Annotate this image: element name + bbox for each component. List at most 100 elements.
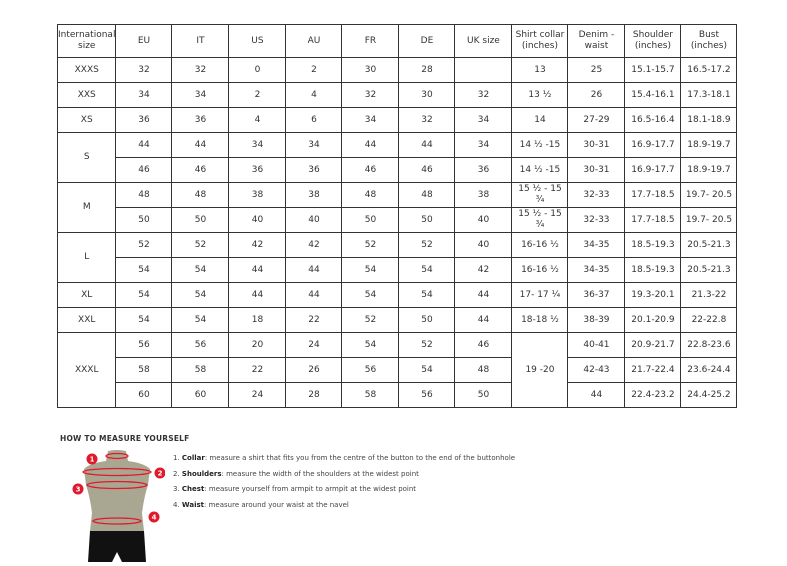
- table-cell: 16.9-17.7: [624, 132, 682, 158]
- table-row: XL 54 54 44 44 54 54 44 17- 17 ¼ 36-37 19.3-20.1 21…: [56, 282, 738, 308]
- table-cell: 52: [398, 332, 456, 358]
- table-cell: 34-35: [567, 232, 626, 258]
- column-header: FR: [341, 24, 400, 58]
- table-cell: 32-33: [567, 207, 626, 233]
- table-cell: 50: [341, 207, 400, 233]
- table-cell: 4: [228, 107, 287, 133]
- table-cell: 30-31: [567, 132, 626, 158]
- table-cell: 22.4-23.2: [624, 382, 682, 408]
- table-cell: 56: [171, 332, 230, 358]
- table-cell: 16.9-17.7: [624, 157, 682, 183]
- table-row: XS 36 36 4 6 34 32 34 14 27-29 16.5-16.4 18.1-18.9: [56, 107, 738, 133]
- table-cell: 52: [115, 232, 173, 258]
- table-cell: 38: [228, 182, 287, 208]
- table-cell: 52: [398, 232, 456, 258]
- table-cell: 40: [454, 232, 513, 258]
- table-cell: 44: [285, 257, 343, 283]
- table-cell: 23.6-24.4: [680, 357, 738, 383]
- international-size-cell: XXS: [56, 82, 117, 108]
- step-waist: 4. Waist: measure around your waist at t…: [173, 501, 349, 510]
- table-cell: 34-35: [567, 257, 626, 283]
- table-cell: 32-33: [567, 182, 626, 208]
- table-row: 46 46 36 36 46 46 36 14 ½ -15 30-31 16.9-17.7 18.9…: [58, 157, 738, 183]
- table-cell: 42: [285, 232, 343, 258]
- table-cell: 50: [454, 382, 513, 408]
- svg-text:2: 2: [158, 470, 163, 478]
- table-cell: 54: [171, 282, 230, 308]
- column-header: Denim - waist: [567, 24, 626, 58]
- table-cell: 20: [228, 332, 287, 358]
- measure-steps-list: 1. Collar: measure a shirt that fits you…: [173, 451, 515, 514]
- size-chart-table: International size EU IT US AU FR DE UK size Shi…: [56, 24, 738, 408]
- table-cell: 25: [567, 57, 626, 83]
- table-cell: 21.3-22: [680, 282, 738, 308]
- table-cell: 40: [454, 207, 513, 233]
- table-cell: 20.5-21.3: [680, 232, 738, 258]
- table-cell: 40-41: [567, 332, 626, 358]
- table-cell: 26: [285, 357, 343, 383]
- table-cell: 2: [285, 57, 343, 83]
- column-header: Shirt collar (inches): [511, 24, 569, 58]
- table-cell: 46: [454, 332, 513, 358]
- table-cell: 54: [398, 282, 456, 308]
- table-cell: 36: [454, 157, 513, 183]
- table-cell: 60: [171, 382, 230, 408]
- table-cell: 38-39: [567, 307, 626, 333]
- column-header: EU: [115, 24, 173, 58]
- table-cell: 36-37: [567, 282, 626, 308]
- table-cell: 56: [341, 357, 400, 383]
- table-cell: 28: [285, 382, 343, 408]
- table-cell: 18.9-19.7: [680, 132, 738, 158]
- marker-1-icon: [86, 453, 98, 465]
- column-header: UK size: [454, 24, 513, 58]
- table-cell: 34: [228, 132, 287, 158]
- international-size-cell: XS: [56, 107, 117, 133]
- table-cell: 36: [171, 107, 230, 133]
- table-row: XXL 54 54 18 22 52 50 44 18-18 ½ 38-39 20.1-20.9 22…: [56, 307, 738, 333]
- table-cell: 21.7-22.4: [624, 357, 682, 383]
- table-cell: 58: [341, 382, 400, 408]
- table-cell: 58: [171, 357, 230, 383]
- table-cell: 48: [398, 182, 456, 208]
- table-cell: 36: [285, 157, 343, 183]
- table-cell: 44: [398, 132, 456, 158]
- shorts-shape: [88, 531, 146, 562]
- table-cell: 52: [341, 307, 400, 333]
- table-cell: 44: [115, 132, 173, 158]
- table-cell: 18.1-18.9: [680, 107, 738, 133]
- table-cell: 38: [454, 182, 513, 208]
- international-size-cell: M: [56, 182, 117, 233]
- table-cell: 32: [454, 82, 513, 108]
- table-cell: 44: [285, 282, 343, 308]
- table-cell: 30: [341, 57, 400, 83]
- table-cell: 24: [228, 382, 287, 408]
- table-cell: 30-31: [567, 157, 626, 183]
- table-row: 60 60 24 28 58 56 50 44 22.4-23.2 24.4-25.2: [58, 382, 738, 408]
- column-header: Shoulder (inches): [624, 24, 682, 58]
- table-cell: 14: [511, 107, 569, 133]
- table-cell: 54: [115, 307, 173, 333]
- table-cell: 50: [115, 207, 173, 233]
- table-row: 54 54 44 44 54 54 42 16-16 ½ 34-35 18.5-19.3 20.5-…: [58, 257, 738, 283]
- column-header: International size: [56, 24, 117, 58]
- table-cell: 46: [171, 157, 230, 183]
- table-cell: 27-29: [567, 107, 626, 133]
- table-row: XXXL 56 56 20 24 54 52 46 19 -20 40-41 20.9-21.7 22…: [56, 332, 738, 408]
- column-header: AU: [285, 24, 343, 58]
- table-cell: 20.5-21.3: [680, 257, 738, 283]
- table-cell: 24.4-25.2: [680, 382, 738, 408]
- torso-shape: [84, 450, 150, 531]
- table-cell: 46: [398, 157, 456, 183]
- table-row: XXXS 32 32 0 2 30 28 13 25 15.1-15.7 16.5-17.2: [56, 57, 738, 83]
- table-cell: 18-18 ½: [511, 307, 569, 333]
- svg-text:1: 1: [90, 456, 95, 464]
- table-cell: 24: [285, 332, 343, 358]
- table-cell: 50: [171, 207, 230, 233]
- measure-guide-title: HOW TO MEASURE YOURSELF: [60, 434, 190, 443]
- table-cell: 17.7-18.5: [624, 182, 682, 208]
- international-size-cell: XXXS: [56, 57, 117, 83]
- table-cell: 22: [228, 357, 287, 383]
- international-size-cell: S: [56, 132, 117, 183]
- marker-icons: 1 2 3 4: [72, 453, 165, 523]
- table-cell: 50: [398, 307, 456, 333]
